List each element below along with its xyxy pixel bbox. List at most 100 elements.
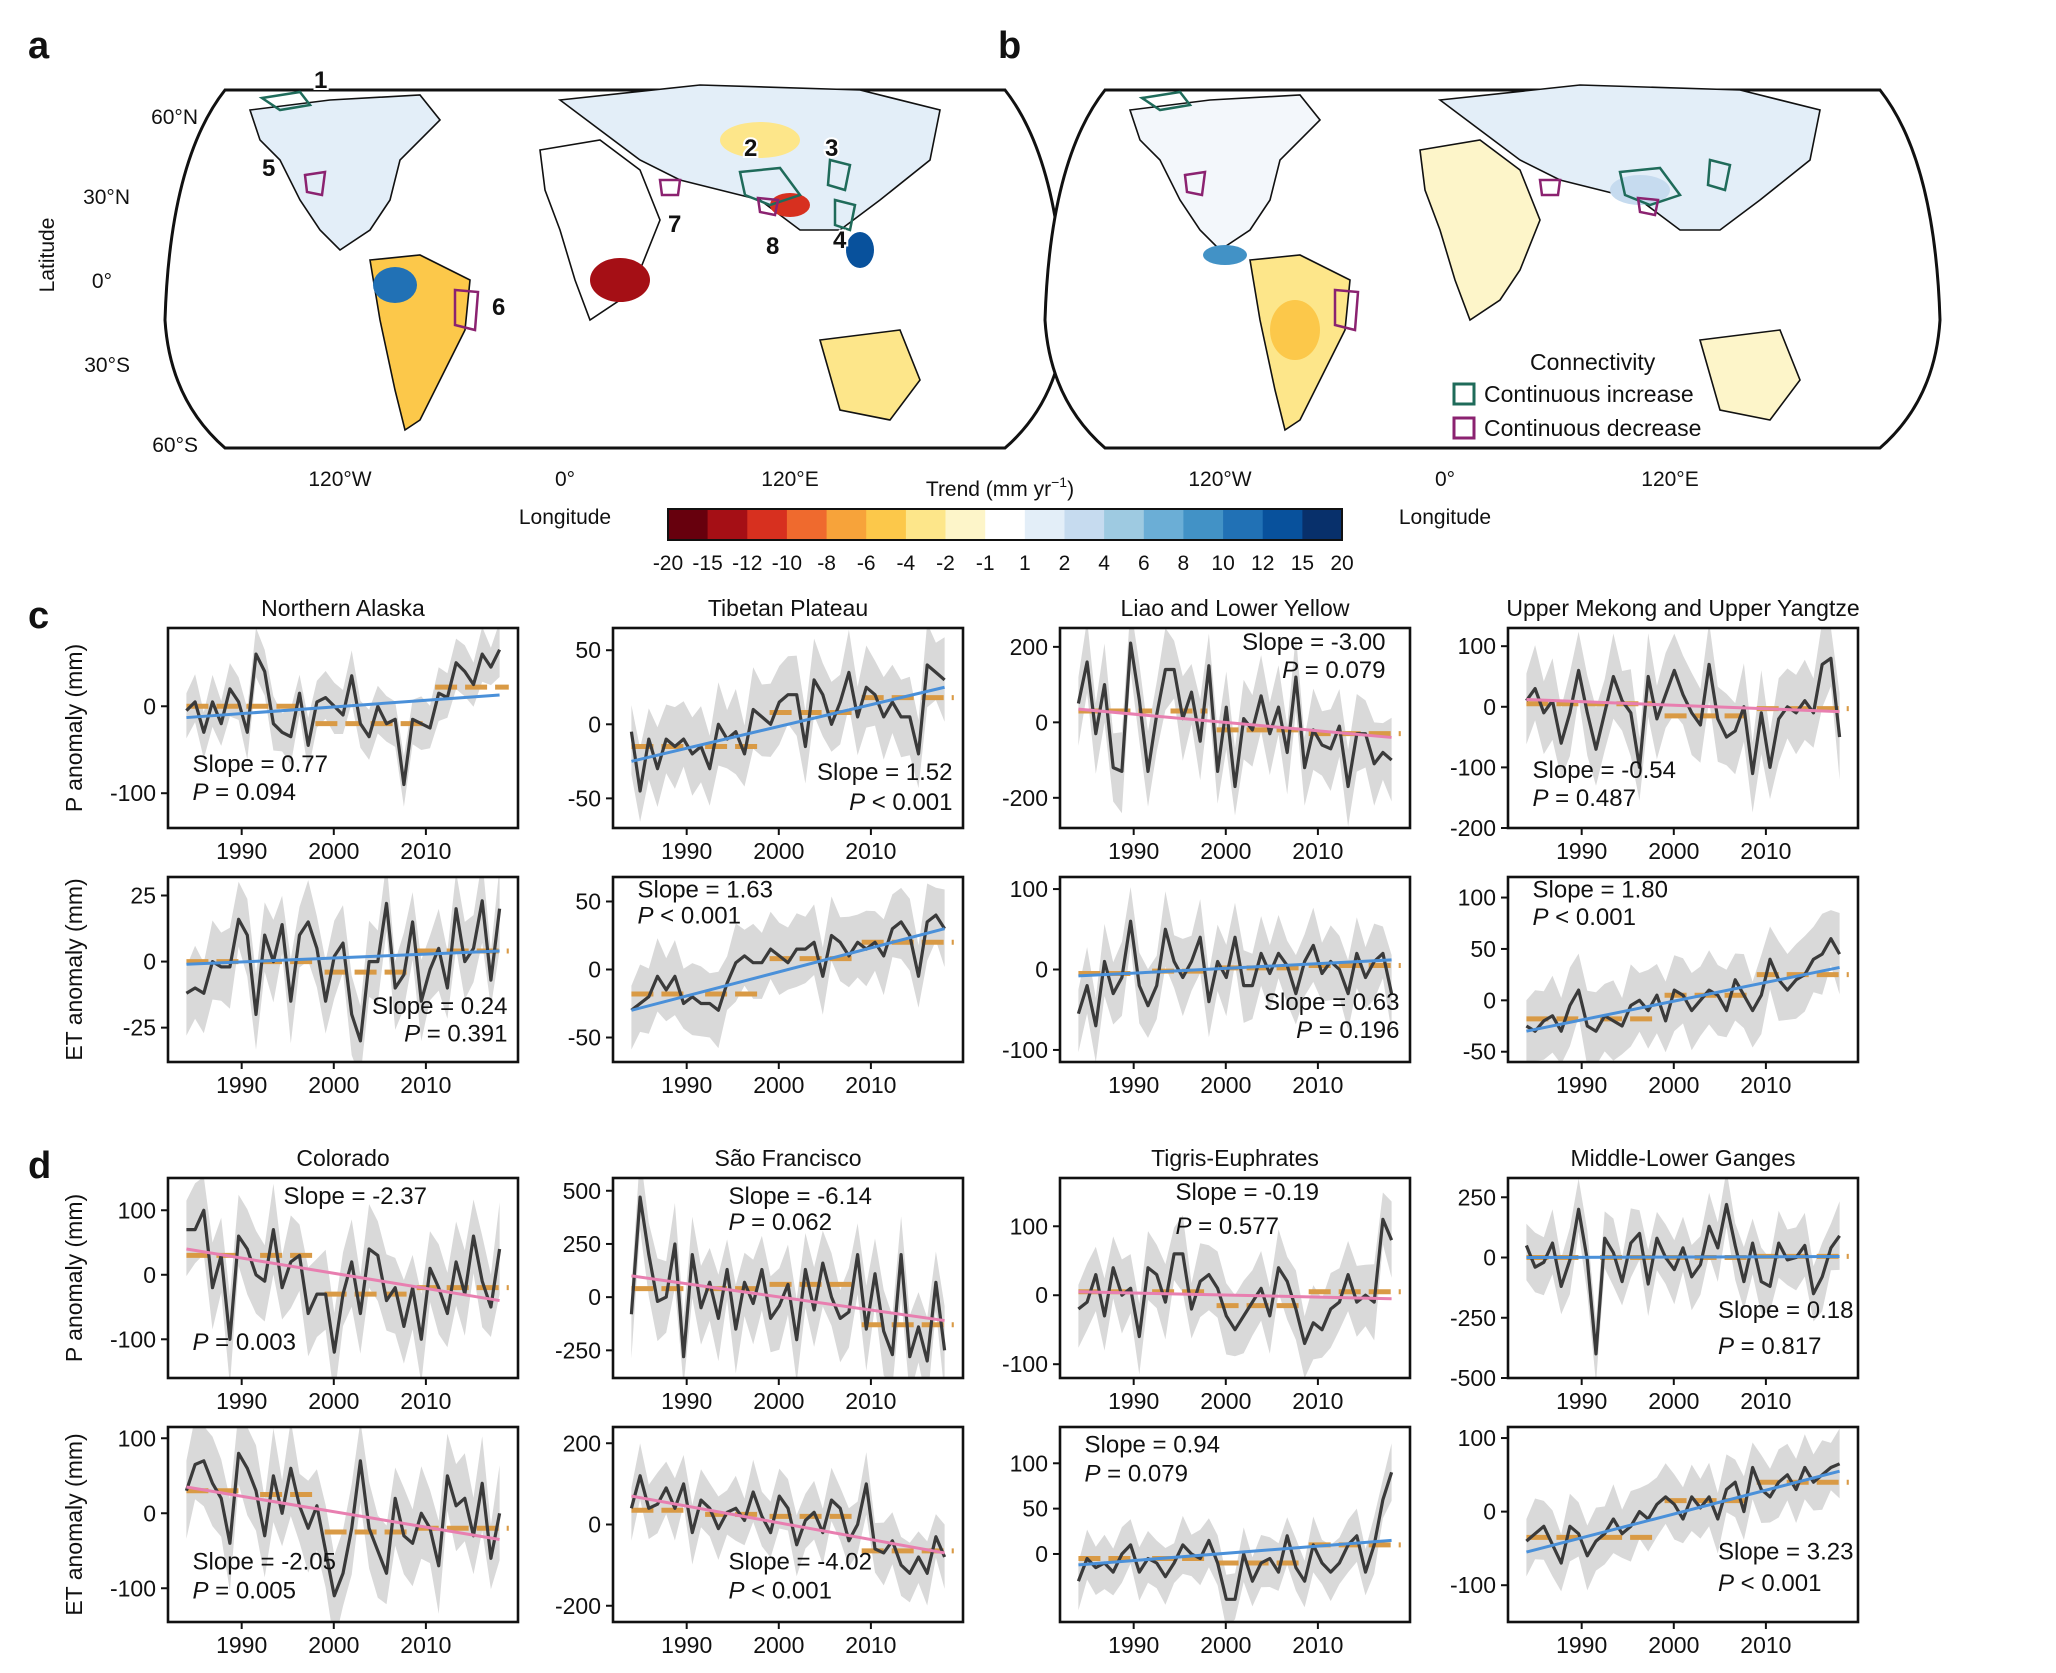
x-tick-label: 2000 [1648, 1072, 1699, 1098]
anomaly-series-line [629, 1195, 947, 1363]
panel-title: Northern Alaska [261, 595, 425, 621]
uncertainty-band [1526, 1428, 1840, 1592]
p-value-annotation: P < 0.001 [729, 1578, 832, 1605]
region-outline-6 [453, 288, 480, 332]
ts-panel: -50 0 50 1990 2000 2010 Tibetan Plateau Slope =… [568, 595, 965, 864]
slope-annotation: Slope = 1.52 [817, 759, 952, 786]
region-outline-1 [258, 90, 313, 112]
ts-panel: -100 0 100 1990 2000 2010 Colorado P anomaly (m… [61, 1145, 520, 1414]
ts-plot-area [1077, 1192, 1401, 1378]
x-tick-label: 2010 [845, 1072, 896, 1098]
y-tick-label: -500 [1450, 1365, 1496, 1391]
anomaly-series-line [184, 1451, 502, 1598]
p-value-annotation: P = 0.005 [193, 1578, 296, 1605]
x-tick-label: 2010 [400, 838, 451, 864]
anomaly-series-line [629, 1474, 947, 1575]
legend-increase-label: Continuous increase [1484, 381, 1694, 407]
ts-panel: -100 0 100 1990 2000 2010 Slope = 3.23 P < 0.00… [1450, 1425, 1860, 1658]
x-tick-label: 1990 [216, 1072, 267, 1098]
x-tick-label: 1990 [661, 1632, 712, 1658]
plot-frame [1506, 875, 1860, 1064]
colorbar-tick-label: 1 [1019, 552, 1031, 575]
uncertainty-band [186, 877, 500, 1062]
ts-plot-area [184, 1427, 509, 1622]
x-tick-label: 2000 [1648, 838, 1699, 864]
colorbar-tick-labels: -20 -15 -12 -10 -8 -6 -4 -2 -1 1 2 4 6 8 10 12 15 20 [653, 552, 1354, 575]
ts-plot-area [629, 1178, 954, 1378]
colorbar-cell [945, 509, 986, 540]
colorbar-cell [1183, 509, 1224, 540]
x-tick-label: 2010 [1292, 1072, 1343, 1098]
colorbar-cell [1262, 509, 1303, 540]
map-b-hotspots [1203, 175, 1670, 360]
plot-frame [166, 875, 520, 1064]
trend-line [631, 685, 945, 763]
panel-title: Tibetan Plateau [708, 595, 868, 621]
y-tick-label: -100 [110, 1326, 156, 1352]
trend-line [1078, 1290, 1392, 1301]
x-tick-label: 2000 [1200, 1388, 1251, 1414]
y-tick-label: 50 [575, 888, 601, 914]
y-tick-label: 0 [588, 1512, 601, 1538]
region-number-6: 6 [492, 294, 505, 321]
x-tick-label: 2000 [308, 838, 359, 864]
colorbar-tick-label: 6 [1138, 552, 1150, 575]
anomaly-series-line [1076, 919, 1394, 1028]
trend-line [1526, 1255, 1840, 1260]
ts-panel: -50 0 50 100 1990 2000 2010 Slope = 1.80P < 0.0… [1458, 875, 1860, 1098]
p-value-annotation: P = 0.577 [1176, 1213, 1279, 1240]
colorbar-cell [1223, 509, 1264, 540]
x-tick-label: 2000 [1648, 1388, 1699, 1414]
x-tick-label: 2000 [1200, 838, 1251, 864]
map-a-ylabel: Latitude [36, 218, 59, 293]
slope-annotation: Slope = -2.37 [284, 1183, 427, 1210]
map-a-lon-labels: 120°W 0° 120°E [308, 468, 818, 491]
colorbar-tick-label: 8 [1178, 552, 1190, 575]
plot-frame [1506, 1176, 1860, 1380]
y-tick-label: 0 [1483, 1245, 1496, 1271]
y-tick-label: -100 [110, 1575, 156, 1601]
y-tick-label: 25 [130, 883, 156, 909]
x-tick-label: 1990 [1556, 838, 1607, 864]
x-tick-label: 2010 [400, 1388, 451, 1414]
y-tick-label: 50 [1470, 936, 1496, 962]
map-b-lon-label-0: 0° [1435, 468, 1455, 491]
panel-label-a: a [28, 25, 50, 67]
x-tick-label: 1990 [1108, 1072, 1159, 1098]
x-tick-label: 2010 [1740, 1388, 1791, 1414]
panel-title: São Francisco [714, 1145, 861, 1171]
trend-line [186, 1247, 500, 1303]
slope-annotation: Slope = -6.14 [729, 1183, 872, 1210]
map-b-region-outlines [1138, 90, 1732, 332]
map-a-region-numbers: 1 2 3 4 5 6 7 8 [260, 65, 849, 323]
y-axis-label: P anomaly (mm) [61, 1194, 87, 1362]
anomaly-series-line [1077, 1217, 1394, 1346]
map-b-outline-8 [1636, 196, 1660, 217]
anomaly-series-line [186, 1208, 502, 1354]
trend-line [631, 1494, 945, 1555]
y-tick-label: 200 [563, 1430, 601, 1456]
connectivity-legend: Connectivity Continuous increase Continu… [1452, 349, 1701, 441]
uncertainty-band [1526, 1178, 1840, 1378]
y-axis-label: P anomaly (mm) [61, 644, 87, 812]
region-outline-3 [826, 158, 852, 192]
ts-panel: -250 0 250 500 1990 2000 2010 São Francisco Slop… [555, 1145, 965, 1414]
y-tick-label: 0 [1483, 694, 1496, 720]
region-number-5: 5 [262, 155, 275, 182]
x-tick-label: 1990 [1108, 838, 1159, 864]
y-tick-label: -250 [555, 1337, 601, 1363]
ts-panel: -200 0 200 1990 2000 2010 Liao and Lower Yello… [1002, 595, 1412, 864]
x-tick-label: 2000 [1648, 1632, 1699, 1658]
y-tick-label: -100 [1450, 1572, 1496, 1598]
slope-annotation: Slope = 0.77 [193, 751, 328, 778]
p-value-annotation: P < 0.001 [638, 902, 741, 929]
uncertainty-band [1526, 910, 1840, 1062]
x-tick-label: 2010 [1292, 1388, 1343, 1414]
y-tick-label: -50 [568, 1025, 601, 1051]
trend-line [186, 949, 500, 966]
ts-panel: -50 0 50 1990 2000 2010 Slope = 1.63P < 0.001 [568, 875, 965, 1098]
region-outline-4 [833, 198, 857, 232]
lat-label-30s: 30°S [84, 354, 130, 377]
anomaly-series-line [629, 663, 946, 793]
colorbar-tick-label: 12 [1251, 552, 1274, 575]
